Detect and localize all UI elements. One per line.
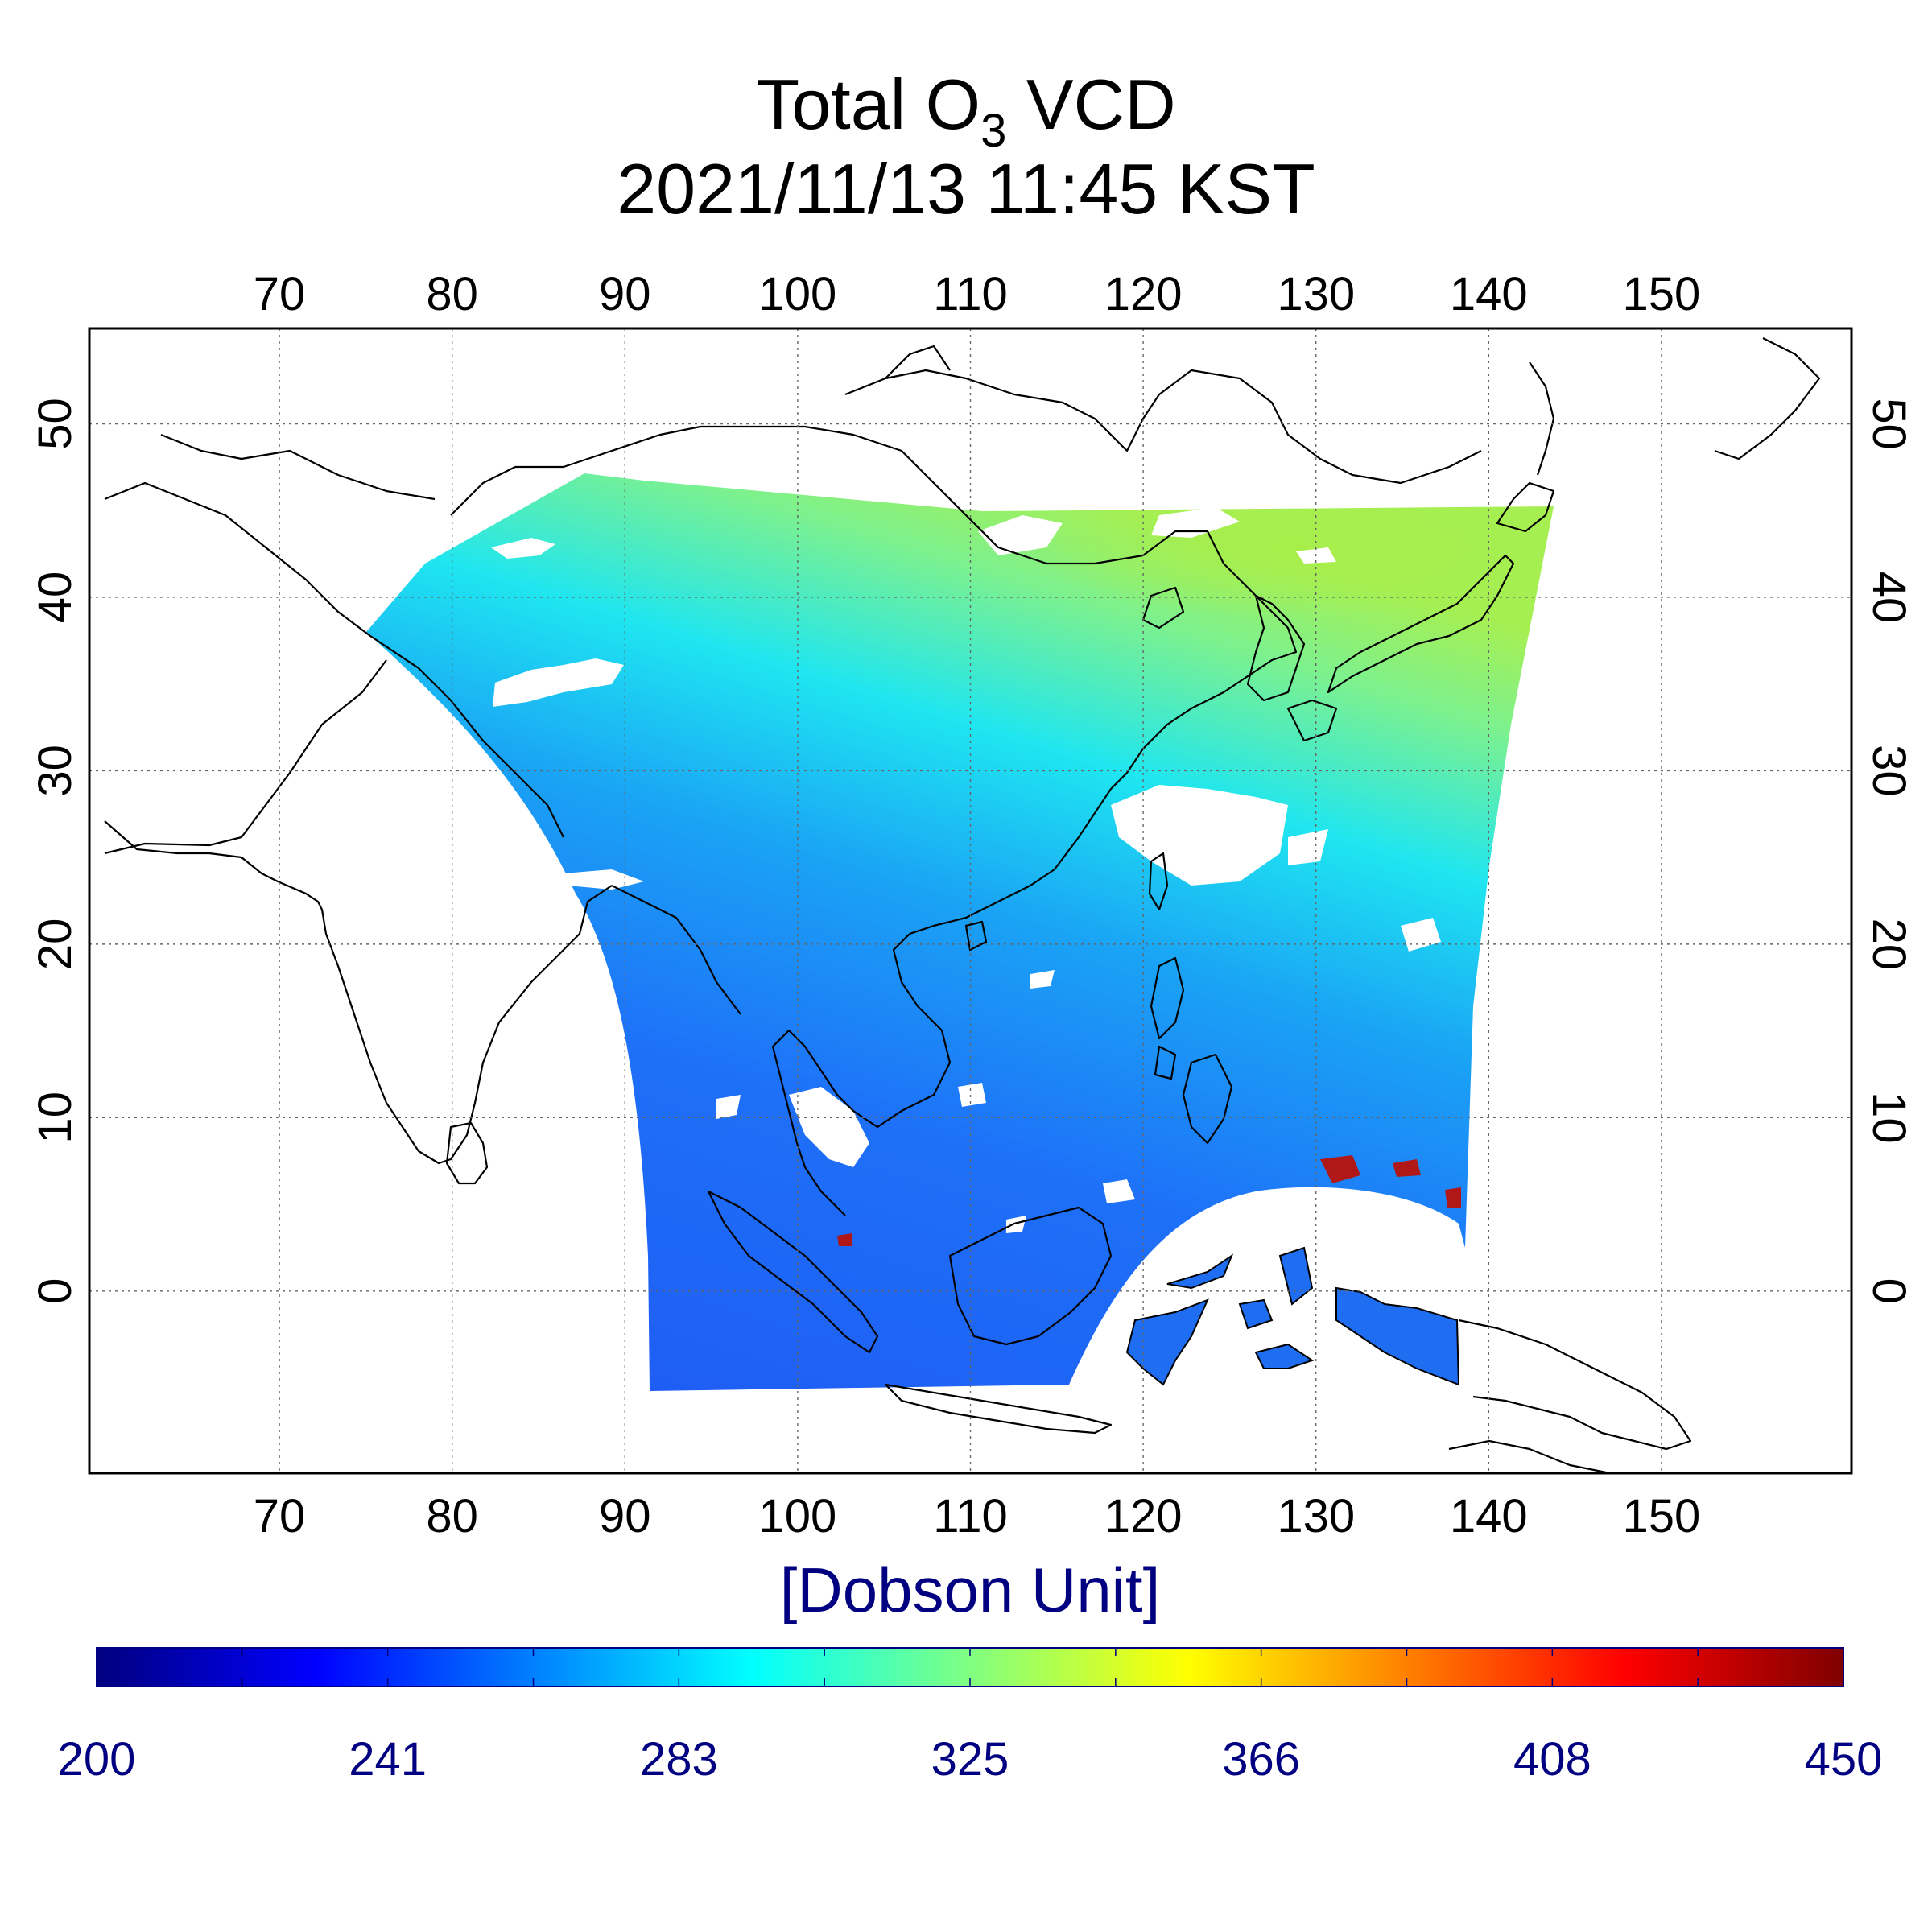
graticule xyxy=(89,328,1852,1473)
lon-ticks-top: 70 80 90 100 110 120 130 140 150 xyxy=(254,268,1701,320)
lon-tick-top-80: 80 xyxy=(426,268,478,320)
lat-tick-right-10: 10 xyxy=(1863,1092,1915,1144)
lat-tick-left-20: 20 xyxy=(29,919,81,971)
lon-tick-bottom-70: 70 xyxy=(254,1490,306,1542)
lon-tick-bottom-90: 90 xyxy=(599,1490,651,1542)
lat-tick-left-10: 10 xyxy=(29,1092,81,1144)
lon-tick-bottom-80: 80 xyxy=(426,1490,478,1542)
filled-islands xyxy=(1125,1246,1460,1386)
ozone-high-spots xyxy=(837,1155,1461,1246)
colorbar-tick-241: 241 xyxy=(349,1733,427,1785)
map-area xyxy=(89,328,1852,1473)
colorbar-tick-283: 283 xyxy=(640,1733,718,1785)
lon-tick-bottom-110: 110 xyxy=(933,1490,1007,1542)
lat-tick-left-0: 0 xyxy=(29,1278,81,1304)
lat-tick-right-0: 0 xyxy=(1863,1278,1915,1304)
lon-tick-top-100: 100 xyxy=(759,268,837,320)
lon-ticks-bottom: 70 80 90 100 110 120 130 140 150 xyxy=(254,1490,1701,1542)
lon-tick-top-70: 70 xyxy=(254,268,306,320)
lat-tick-right-30: 30 xyxy=(1863,745,1915,797)
lon-tick-bottom-150: 150 xyxy=(1623,1490,1701,1542)
colorbar-tick-200: 200 xyxy=(58,1733,136,1785)
lon-tick-top-130: 130 xyxy=(1277,268,1355,320)
lon-tick-bottom-100: 100 xyxy=(759,1490,837,1542)
cloud-masks xyxy=(491,507,1441,1233)
lat-tick-right-40: 40 xyxy=(1863,572,1915,624)
map-frame xyxy=(88,327,1853,1475)
colorbar-tick-366: 366 xyxy=(1222,1733,1300,1785)
lat-tick-right-20: 20 xyxy=(1863,919,1915,971)
lat-ticks-left: 0 10 20 30 40 50 xyxy=(29,398,81,1304)
lat-tick-right-50: 50 xyxy=(1863,398,1915,450)
lat-tick-left-40: 40 xyxy=(29,572,81,624)
lon-tick-bottom-140: 140 xyxy=(1450,1490,1528,1542)
lon-tick-top-90: 90 xyxy=(599,268,651,320)
lon-tick-top-120: 120 xyxy=(1104,268,1183,320)
colorbar-tick-450: 450 xyxy=(1805,1733,1883,1785)
lon-tick-top-150: 150 xyxy=(1623,268,1701,320)
lon-tick-bottom-130: 130 xyxy=(1277,1490,1355,1542)
colorbar-unit-label: [Dobson Unit] xyxy=(780,1554,1161,1625)
map-title: Total O3 VCD xyxy=(756,64,1175,157)
map-timestamp: 2021/11/13 11:45 KST xyxy=(617,149,1315,229)
lat-ticks-right: 0 10 20 30 40 50 xyxy=(1863,398,1915,1304)
colorbar-tick-408: 408 xyxy=(1513,1733,1591,1785)
lon-tick-bottom-120: 120 xyxy=(1104,1490,1183,1542)
lon-tick-top-140: 140 xyxy=(1450,268,1528,320)
colorbar-ticks: 200 241 283 325 366 408 450 xyxy=(58,1648,1883,1785)
colorbar-tick-325: 325 xyxy=(931,1733,1009,1785)
lat-tick-left-30: 30 xyxy=(29,745,81,797)
lat-tick-left-50: 50 xyxy=(29,398,81,450)
ozone-high-patch xyxy=(789,509,1530,708)
coastlines xyxy=(104,337,1821,1473)
lon-tick-top-110: 110 xyxy=(933,268,1007,320)
